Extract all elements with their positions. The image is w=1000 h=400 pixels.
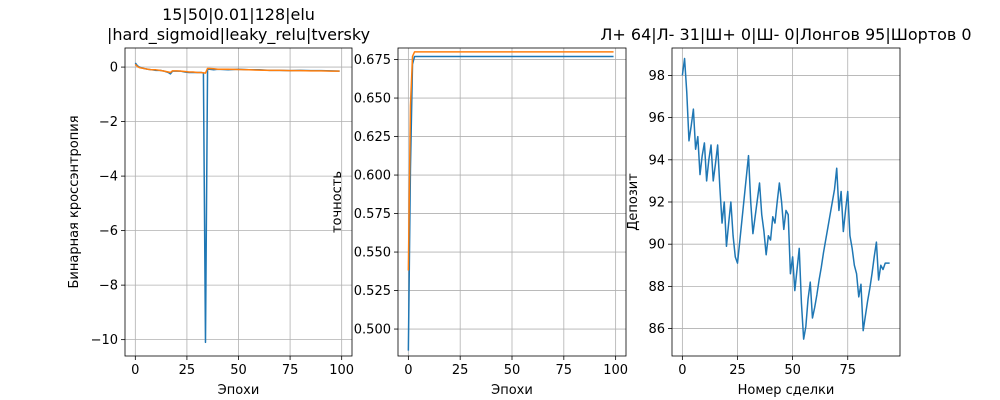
y-tick-label: 92 (648, 196, 665, 211)
deposit-chart-panel: 0 25 50 75 86 88 90 92 94 96 98 Номер сделки Депозит… (600, 25, 971, 398)
series-line-1 (134, 63, 340, 74)
y-tick-label: 88 (648, 280, 665, 295)
chart-title-line: 15|50|0.01|128|elu (162, 5, 315, 24)
x-tick-label: 50 (230, 363, 247, 378)
loss-chart-panel: 0 25 50 75 100 0 −2 −4 −6 −8 −10 Эпохи Бинарная крос… (67, 5, 370, 398)
accuracy-chart-panel: 0 25 50 75 100 0.500 0.525 0.550 0.575 0.600 0.625… (330, 47, 628, 398)
x-tick-label: 25 (179, 363, 196, 378)
y-tick-label: 0.550 (354, 246, 391, 261)
y-tick-label: 0.675 (354, 53, 391, 68)
y-tick-label: 0 (110, 61, 118, 76)
x-tick-label: 0 (131, 363, 139, 378)
x-tick-label: 25 (729, 363, 746, 378)
y-tick-label: 96 (648, 111, 665, 126)
chart-title-line: Л+ 64|Л- 31|Ш+ 0|Ш- 0|Лонгов 95|Шортов 0 (600, 25, 971, 44)
x-tick-label: 100 (329, 363, 354, 378)
x-tick-label: 25 (452, 363, 469, 378)
x-axis-label: Эпохи (218, 383, 260, 398)
y-axis-label: Бинарная кроссэнтропия (67, 115, 82, 288)
y-tick-label: −8 (99, 279, 118, 294)
x-tick-label: 50 (504, 363, 521, 378)
y-tick-label: −10 (91, 333, 118, 348)
x-tick-label: 75 (282, 363, 299, 378)
x-axis-label: Эпохи (491, 383, 533, 398)
y-tick-label: −6 (99, 224, 118, 239)
x-tick-label: 50 (784, 363, 801, 378)
y-tick-label: 0.650 (354, 92, 391, 107)
y-axis-label: точность (330, 171, 345, 233)
y-axis-label: Депозит (626, 173, 641, 231)
series-line-1 (407, 51, 614, 271)
chart-title-line: |hard_sigmoid|leaky_relu|tversky (107, 25, 370, 45)
x-tick-label: 0 (404, 363, 412, 378)
y-tick-label: 94 (648, 153, 665, 168)
x-tick-label: 100 (603, 363, 628, 378)
x-tick-label: 0 (678, 363, 686, 378)
x-tick-label: 75 (556, 363, 573, 378)
y-tick-label: 0.625 (354, 130, 391, 145)
x-axis-label: Номер сделки (738, 383, 835, 398)
y-tick-label: 0.525 (354, 284, 391, 299)
series-line-0 (681, 57, 890, 340)
y-tick-label: −2 (99, 115, 118, 130)
y-tick-label: 0.500 (354, 323, 391, 338)
x-tick-label: 75 (839, 363, 856, 378)
y-tick-label: −4 (99, 170, 118, 185)
y-tick-label: 0.600 (354, 169, 391, 184)
series-line-0 (407, 55, 614, 351)
y-tick-label: 0.575 (354, 207, 391, 222)
y-tick-label: 90 (648, 238, 665, 253)
y-tick-label: 86 (648, 322, 665, 337)
y-tick-label: 98 (648, 69, 665, 84)
